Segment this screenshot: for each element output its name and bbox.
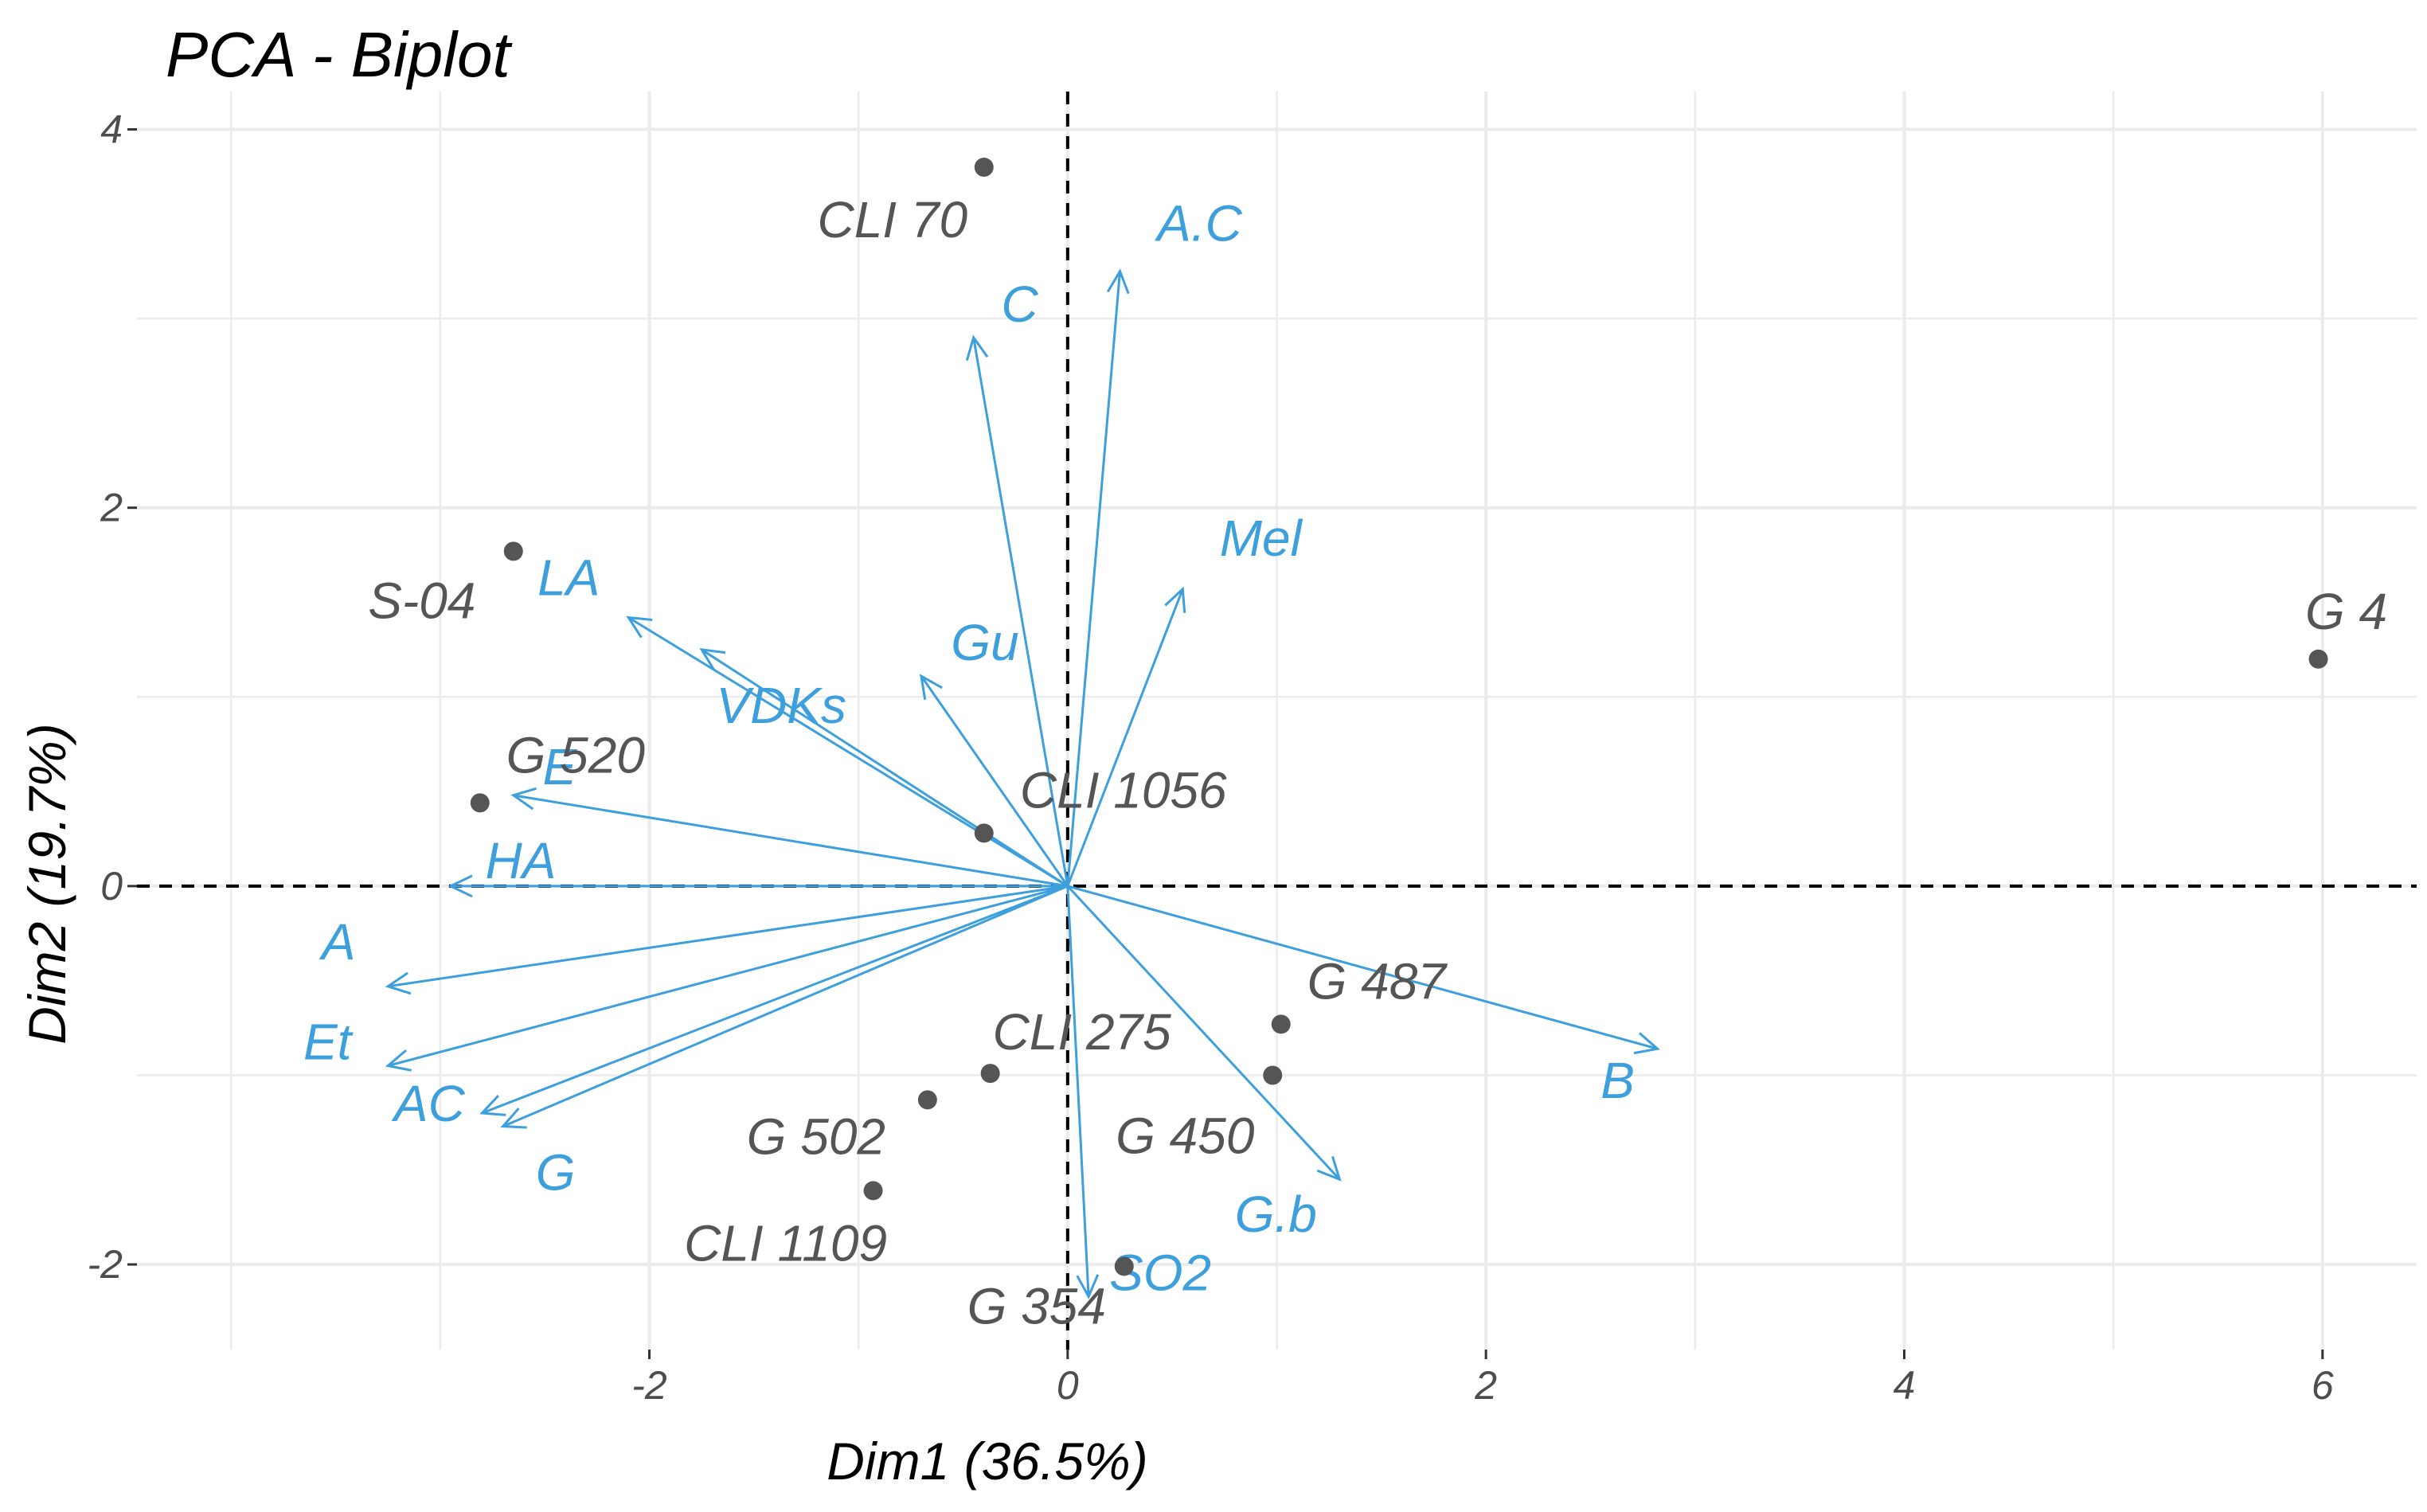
y-axis-title: Dim2 (19.7%) [18,723,76,1044]
individual-label: G 487 [1307,952,1448,1010]
x-tick-label: 4 [1894,1363,1916,1408]
variable-label: E [542,738,577,795]
individual-point [2308,649,2328,669]
variable-arrow-shaft [387,885,1069,1068]
individual-label: CLI 1056 [1020,761,1227,819]
variable-arrow-shaft [1066,885,1341,1181]
variable-label: G [536,1144,576,1201]
individual-point [974,158,994,178]
axis-ticks: -2 0 2 4 6 -2 0 2 4 [88,107,2334,1408]
variable-arrow-head [920,674,943,701]
variable-arrow-shaft [481,885,1069,1115]
individual-label: CLI 70 [817,191,967,248]
variable-arrow-head [965,334,989,361]
variable-arrow-shaft [513,794,1069,888]
variable-arrow-head [626,615,653,639]
variable-arrow-head [1316,1156,1342,1182]
variable-label: G.b [1235,1186,1317,1243]
x-axis-title: Dim1 (36.5%) [827,1432,1147,1491]
y-tick-label: -2 [88,1242,123,1287]
variable-arrow-shaft [1067,885,1658,1050]
variable-label: VDKs [716,677,846,734]
y-tick-label: 0 [100,864,123,908]
grid-layer [137,92,2417,1350]
individual-point [1114,1256,1134,1276]
y-tick-label: 2 [100,486,123,530]
variable-label: B [1600,1052,1635,1109]
variable-arrow-shaft [387,885,1069,988]
variable-arrow-shaft [1066,271,1121,887]
variable-arrow-head [447,874,473,898]
variable-arrow-head [500,1108,527,1129]
variable-label: Et [303,1014,354,1071]
individual-point [917,1090,937,1110]
variable-arrow-shaft [627,616,1069,888]
y-tick-label: 4 [100,107,123,152]
individual-label: G 4 [2305,583,2387,640]
individual-point [980,1064,1000,1084]
individual-label: S-04 [368,572,475,629]
x-tick-label: 6 [2312,1363,2334,1408]
individual-label: G 520 [506,726,646,783]
individual-point [1271,1014,1291,1034]
variable-arrow-head [510,787,537,811]
variable-arrow-shaft [502,885,1069,1128]
individual-label: CLI 275 [993,1003,1172,1061]
x-tick-label: -2 [631,1363,667,1408]
variable-label: LA [537,549,600,607]
individual-label: G 354 [967,1277,1106,1334]
variable-arrow-shaft [1066,885,1090,1297]
individual-point [470,793,490,813]
variable-arrow-head [385,971,412,995]
variable-arrow-shaft [1066,588,1184,887]
individual-point [974,823,994,843]
individual-points: CLI 70 S-04 G 4 G 520 CLI 1056 G 487 CLI 275 G … [368,158,2387,1334]
variable-label: C [1002,275,1039,333]
variable-arrow-shaft [972,337,1069,887]
individual-label: CLI 1109 [684,1214,887,1272]
variable-arrow-head [1164,586,1186,613]
individual-label: G 502 [747,1108,885,1165]
x-tick-label: 2 [1474,1363,1497,1408]
individual-point [503,541,523,561]
variable-arrow-head [1106,268,1130,295]
chart-title: PCA - Biplot [166,19,513,90]
x-tick-label: 0 [1057,1363,1079,1408]
variable-label: A.C [1154,195,1242,252]
variable-label: Mel [1220,510,1303,567]
variable-label: AC [391,1075,466,1132]
variable-label: HA [486,832,557,889]
variable-label: A [319,913,356,971]
individual-point [863,1181,883,1201]
individual-label: G 450 [1116,1107,1255,1164]
variable-label: Gu [951,614,1018,671]
variable-arrow-head [699,648,726,671]
variable-arrow-head [1076,1274,1100,1299]
variable-arrow-shaft [920,675,1069,887]
individual-point [1263,1065,1283,1085]
variable-arrow-head [385,1049,412,1072]
variable-arrow-head [1633,1032,1660,1055]
variable-arrow-shaft [701,648,1069,888]
variable-arrow-head [479,1095,506,1116]
